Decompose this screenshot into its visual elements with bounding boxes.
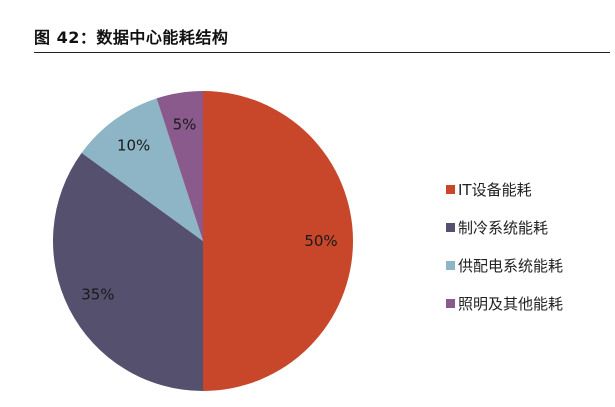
pie-slice-3 xyxy=(81,98,203,241)
legend-item-1: IT设备能耗 xyxy=(446,170,563,208)
pie-labels: 50% 35% 10% 5% xyxy=(81,115,337,303)
pie-slice-4 xyxy=(156,91,203,241)
legend-label: IT设备能耗 xyxy=(458,180,532,199)
pie-value-label-4: 5% xyxy=(173,115,197,133)
pie-value-label-2: 35% xyxy=(81,286,114,304)
pie-value-label-1: 50% xyxy=(304,232,337,250)
legend-item-4: 照明及其他能耗 xyxy=(446,284,563,322)
legend-item-2: 制冷系统能耗 xyxy=(446,208,563,246)
chart-legend: IT设备能耗 制冷系统能耗 供配电系统能耗 照明及其他能耗 xyxy=(446,170,563,322)
pie-slice-2 xyxy=(52,152,203,391)
legend-label: 制冷系统能耗 xyxy=(458,218,549,237)
pie-slice-1 xyxy=(203,91,353,391)
legend-label: 照明及其他能耗 xyxy=(458,294,564,313)
legend-label: 供配电系统能耗 xyxy=(458,256,564,275)
title-divider xyxy=(34,52,610,53)
legend-swatch xyxy=(446,298,455,308)
pie-value-label-3: 10% xyxy=(117,137,150,155)
legend-item-3: 供配电系统能耗 xyxy=(446,246,563,284)
legend-swatch xyxy=(446,184,455,194)
legend-swatch xyxy=(446,260,455,270)
legend-swatch xyxy=(446,222,455,232)
figure-title: 图 42：数据中心能耗结构 xyxy=(34,28,229,47)
pie-slices xyxy=(52,91,353,391)
